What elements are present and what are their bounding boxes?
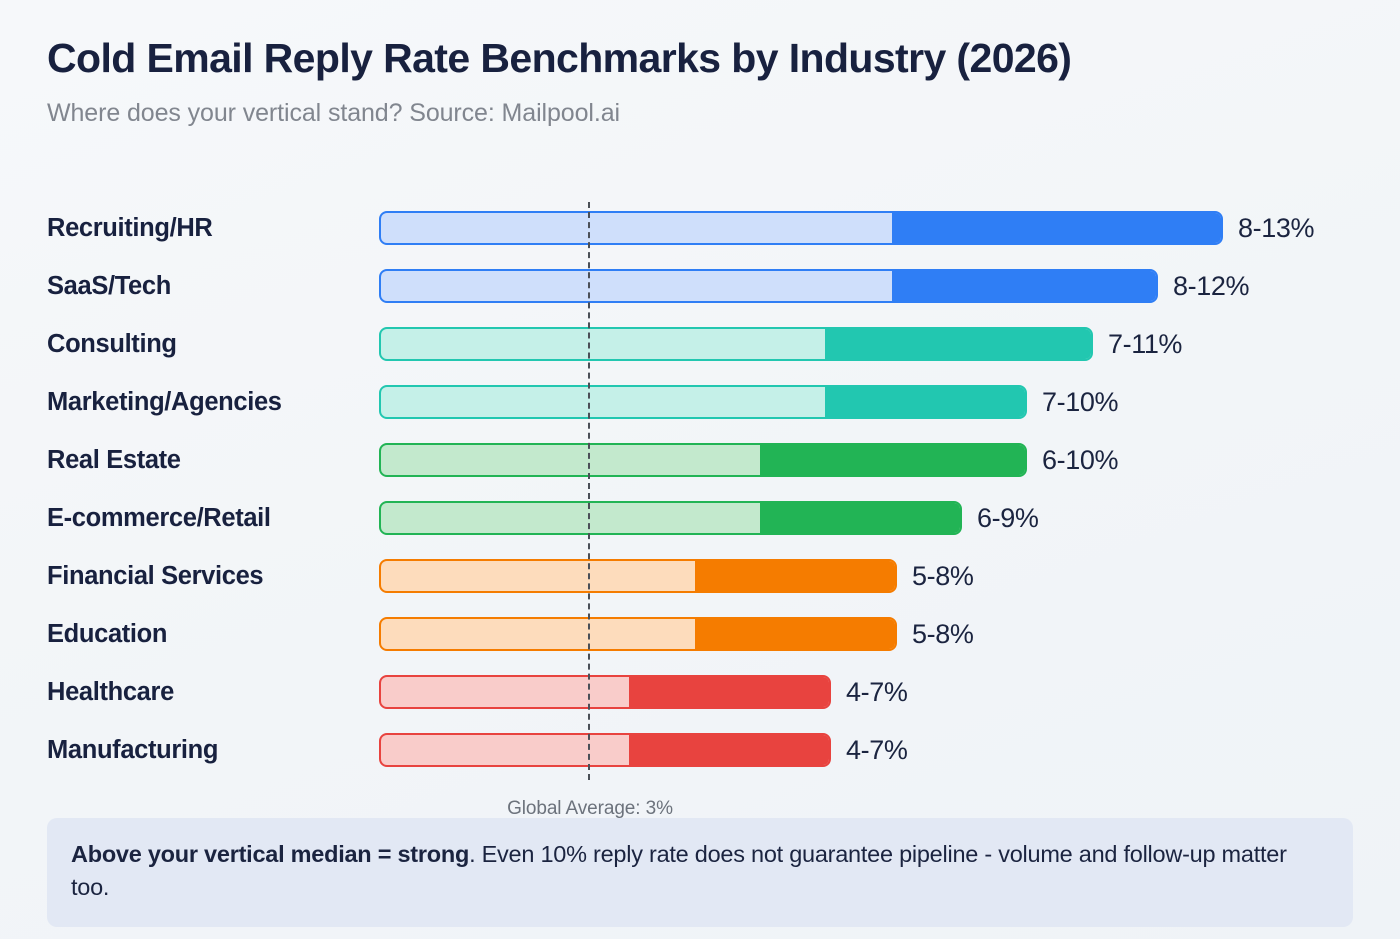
chart-subtitle: Where does your vertical stand? Source: … [47,98,620,127]
range-bar [379,211,1223,245]
chart-row: Manufacturing 4-7% [0,732,1400,768]
footnote-callout: Above your vertical median = strong. Eve… [47,818,1353,927]
range-bar [379,327,1093,361]
chart-header: Cold Email Reply Rate Benchmarks by Indu… [47,35,1347,128]
row-value-label: 4-7% [846,735,908,765]
row-category-label: Financial Services [47,562,264,590]
range-bar-high-segment [892,271,1156,301]
global-average-caption: Global Average: 3% [507,798,673,819]
range-bar [379,733,831,767]
footnote-body: . Even 10% reply rate does not guarantee… [71,841,1287,901]
row-category-label: Healthcare [47,678,174,706]
chart-row: Education 5-8% [0,616,1400,652]
chart-row: Real Estate 6-10% [0,442,1400,478]
range-bar [379,443,1027,477]
global-average-line [588,202,590,780]
row-category-label: SaaS/Tech [47,272,171,300]
row-value-label: 6-9% [977,503,1039,533]
range-bar-high-segment [760,445,1025,475]
range-bar [379,269,1158,303]
range-bar-high-segment [629,677,829,707]
row-category-label: Marketing/Agencies [47,388,282,416]
row-value-label: 5-8% [912,619,974,649]
chart-plot-area: Recruiting/HR 8-13% SaaS/Tech 8-12% Consulti… [0,196,1400,819]
range-bar [379,675,831,709]
range-bar-high-segment [629,735,829,765]
row-category-label: Education [47,620,168,648]
page-title: Cold Email Reply Rate Benchmarks by Indu… [47,35,1072,81]
range-bar-high-segment [760,503,960,533]
row-category-label: Real Estate [47,446,181,474]
row-category-label: Consulting [47,330,177,358]
row-category-label: E-commerce/Retail [47,504,271,532]
row-value-label: 5-8% [912,561,974,591]
range-bar-high-segment [695,619,895,649]
row-value-label: 4-7% [846,677,908,707]
chart-row: SaaS/Tech 8-12% [0,268,1400,304]
range-bar [379,385,1027,419]
footnote-lead: Above your vertical median = strong [71,841,470,867]
range-bar-high-segment [695,561,895,591]
chart-row: Healthcare 4-7% [0,674,1400,710]
row-category-label: Recruiting/HR [47,214,213,242]
range-bar [379,501,962,535]
range-bar [379,617,897,651]
range-bar-high-segment [892,213,1221,243]
range-bar [379,559,897,593]
chart-row: Marketing/Agencies 7-10% [0,384,1400,420]
row-category-label: Manufacturing [47,736,219,764]
chart-row: Financial Services 5-8% [0,558,1400,594]
chart-row: E-commerce/Retail 6-9% [0,500,1400,536]
chart-row: Recruiting/HR 8-13% [0,210,1400,246]
row-value-label: 6-10% [1042,445,1119,475]
row-value-label: 7-11% [1108,329,1183,359]
row-value-label: 7-10% [1042,387,1119,417]
range-bar-high-segment [825,329,1091,359]
row-value-label: 8-13% [1238,213,1315,243]
range-bar-high-segment [825,387,1025,417]
row-value-label: 8-12% [1173,271,1250,301]
chart-row: Consulting 7-11% [0,326,1400,362]
